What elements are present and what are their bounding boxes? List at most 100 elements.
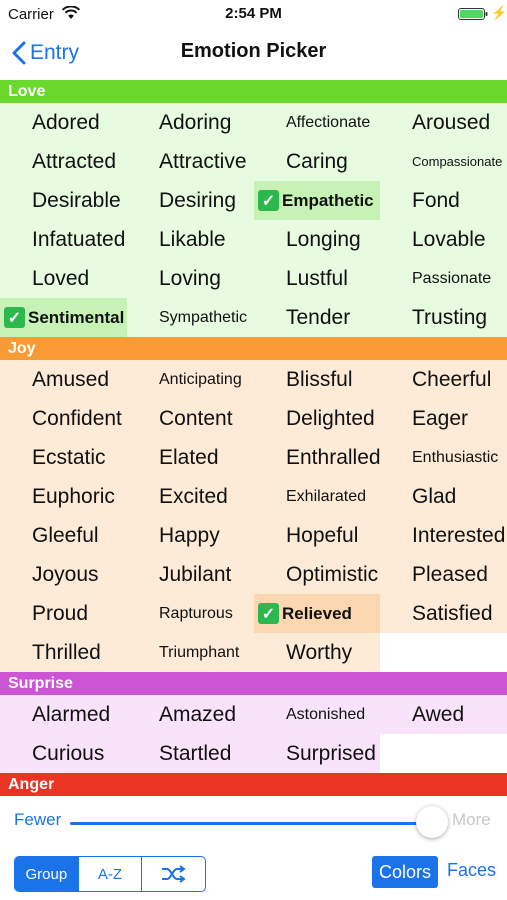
emotion-cell[interactable]: Adoring <box>127 103 254 142</box>
emotion-cell[interactable]: Likable <box>127 220 254 259</box>
emotion-cell[interactable]: Delighted <box>254 399 380 438</box>
emotion-cell[interactable]: Triumphant <box>127 633 254 672</box>
emotion-cell[interactable]: Enthralled <box>254 438 380 477</box>
status-time: 2:54 PM <box>225 5 282 22</box>
emotion-cell[interactable]: Happy <box>127 516 254 555</box>
emotion-cell[interactable]: Compassionate <box>380 142 507 181</box>
emotion-cell[interactable]: Lustful <box>254 259 380 298</box>
emotion-cell[interactable]: Pleased <box>380 555 507 594</box>
emotion-cell[interactable]: ✓ Empathetic <box>254 181 380 220</box>
emotion-label: Thrilled <box>32 640 101 664</box>
emotion-cell[interactable]: Awed <box>380 695 507 734</box>
emotion-cell[interactable]: Anticipating <box>127 360 254 399</box>
emotion-cell[interactable]: Blissful <box>254 360 380 399</box>
slider-track[interactable] <box>70 822 420 825</box>
back-button-label: Entry <box>30 41 80 64</box>
emotion-cell[interactable]: Content <box>127 399 254 438</box>
emotion-cell[interactable]: Aroused <box>380 103 507 142</box>
emotion-cell[interactable]: Lovable <box>380 220 507 259</box>
emotion-label: Delighted <box>286 406 375 430</box>
emotion-cell[interactable]: Gleeful <box>0 516 127 555</box>
emotion-cell[interactable]: Proud <box>0 594 127 633</box>
emotion-cell[interactable]: Glad <box>380 477 507 516</box>
emotion-cell[interactable]: Infatuated <box>0 220 127 259</box>
emotion-cell[interactable]: Attractive <box>127 142 254 181</box>
emotion-label: Glad <box>412 484 457 508</box>
emotion-cell[interactable]: Optimistic <box>254 555 380 594</box>
group-segment[interactable]: Group <box>15 857 79 891</box>
emotion-cell[interactable]: Affectionate <box>254 103 380 142</box>
emotion-cell[interactable]: Ecstatic <box>0 438 127 477</box>
emotion-cell[interactable]: Euphoric <box>0 477 127 516</box>
emotion-label: Loved <box>32 266 90 290</box>
emotion-cell[interactable]: Enthusiastic <box>380 438 507 477</box>
emotion-cell[interactable]: Interested <box>380 516 507 555</box>
emotion-cell[interactable]: Caring <box>254 142 380 181</box>
emotion-label: Confident <box>32 406 122 430</box>
emotion-cell[interactable]: Startled <box>127 734 254 773</box>
emotion-label: Optimistic <box>286 562 379 586</box>
emotion-cell[interactable]: Adored <box>0 103 127 142</box>
emotion-cell[interactable]: Attracted <box>0 142 127 181</box>
emotion-cell[interactable]: ✓ Relieved <box>254 594 380 633</box>
emotion-cell[interactable]: Excited <box>127 477 254 516</box>
emotion-cell[interactable]: Rapturous <box>127 594 254 633</box>
emotion-label: Euphoric <box>32 484 115 508</box>
emotion-label: Rapturous <box>159 604 233 622</box>
emotion-cell[interactable]: Tender <box>254 298 380 337</box>
emotion-cell[interactable]: Curious <box>0 734 127 773</box>
emotion-cell[interactable]: Sympathetic <box>127 298 254 337</box>
bottom-toolbar: Group A-Z Colors Faces <box>0 852 507 896</box>
emotion-cell[interactable]: Surprised <box>254 734 380 773</box>
emotion-cell[interactable]: Astonished <box>254 695 380 734</box>
emotion-cell[interactable]: Worthy <box>254 633 380 672</box>
emotion-label: Likable <box>159 227 226 251</box>
emotion-cell[interactable]: Alarmed <box>0 695 127 734</box>
emotion-cell[interactable]: Trusting <box>380 298 507 337</box>
checkmark-icon: ✓ <box>258 190 279 211</box>
emotion-label: Adored <box>32 110 100 134</box>
emotion-cell[interactable]: Amused <box>0 360 127 399</box>
emotion-label: Lustful <box>286 266 348 290</box>
slider-thumb[interactable] <box>416 806 448 838</box>
emotion-label: Awed <box>412 702 465 726</box>
emotion-cell[interactable]: Hopeful <box>254 516 380 555</box>
emotion-label: Happy <box>159 523 220 547</box>
emotion-cell[interactable]: Jubilant <box>127 555 254 594</box>
emotion-cell[interactable]: Longing <box>254 220 380 259</box>
emotion-cell[interactable]: Desirable <box>0 181 127 220</box>
emotion-cell[interactable]: Thrilled <box>0 633 127 672</box>
emotion-cell[interactable]: ✓ Sentimental <box>0 298 127 337</box>
faces-button[interactable]: Faces <box>447 860 497 880</box>
emotion-label: Loving <box>159 266 221 290</box>
emotion-label: Relieved <box>282 603 352 623</box>
emotion-grid-love: Adored Adoring Affectionate Aroused Attracte… <box>0 103 507 337</box>
emotion-list[interactable]: Love Adored Adoring Affectionate Aroused Attr… <box>0 80 507 797</box>
emotion-label: Desirable <box>32 188 121 212</box>
emotion-label: Surprised <box>286 741 376 765</box>
section-header-surprise: Surprise <box>0 672 507 695</box>
az-segment[interactable]: A-Z <box>79 857 143 891</box>
emotion-cell[interactable]: Passionate <box>380 259 507 298</box>
emotion-cell[interactable]: Elated <box>127 438 254 477</box>
emotion-cell[interactable]: Fond <box>380 181 507 220</box>
emotion-cell[interactable]: Loving <box>127 259 254 298</box>
emotion-cell[interactable]: Exhilarated <box>254 477 380 516</box>
emotion-label: Amazed <box>159 702 237 726</box>
sort-segmented-control: Group A-Z <box>14 856 206 892</box>
colors-button[interactable]: Colors <box>372 856 438 888</box>
emotion-cell[interactable]: Satisfied <box>380 594 507 633</box>
emotion-label: Pleased <box>412 562 488 586</box>
emotion-cell[interactable]: Joyous <box>0 555 127 594</box>
emotion-label: Exhilarated <box>286 487 367 505</box>
emotion-cell[interactable]: Loved <box>0 259 127 298</box>
emotion-cell[interactable]: Amazed <box>127 695 254 734</box>
wifi-icon <box>62 6 80 19</box>
emotion-cell[interactable]: Cheerful <box>380 360 507 399</box>
shuffle-segment[interactable] <box>142 857 205 891</box>
emotion-cell[interactable]: Confident <box>0 399 127 438</box>
checkmark-icon: ✓ <box>258 603 279 624</box>
emotion-cell[interactable]: Desiring <box>127 181 254 220</box>
back-button[interactable]: Entry <box>12 38 79 68</box>
emotion-cell[interactable]: Eager <box>380 399 507 438</box>
